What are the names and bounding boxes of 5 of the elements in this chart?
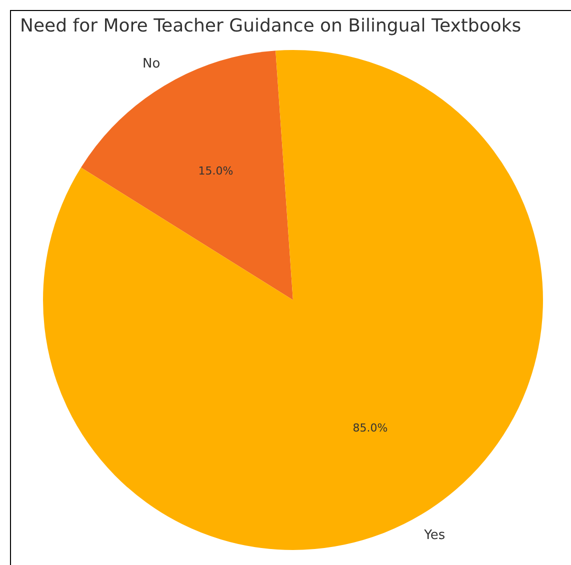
slice-label: Yes [423, 528, 446, 544]
slice-label: No [142, 56, 160, 72]
chart-title: Need for More Teacher Guidance on Bilingual Textbooks [20, 16, 522, 37]
data-label: 15.0% [198, 164, 234, 178]
data-label: 85.0% [352, 421, 388, 434]
